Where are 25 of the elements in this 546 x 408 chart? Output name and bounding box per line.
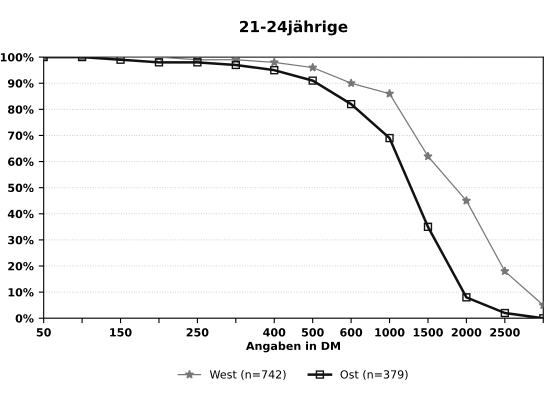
chart-title: 21-24jährige (240, 20, 348, 36)
y-tick-label: 50% (8, 184, 34, 192)
y-tick-label: 10% (8, 288, 34, 297)
legend-label: Ost (n=379) (340, 370, 408, 380)
x-tick-label: 1500 (414, 328, 443, 337)
y-tick-label: 60% (8, 158, 34, 166)
x-tick-label: 500 (302, 328, 324, 337)
x-tick-label: 50 (36, 328, 51, 337)
x-tick-label: 2500 (490, 328, 520, 337)
x-tick-label: 2000 (452, 328, 482, 337)
y-tick-label: 100% (0, 53, 34, 62)
x-tick-label: 400 (263, 328, 286, 337)
x-tick-label: 1000 (375, 328, 404, 337)
x-tick-label: 600 (340, 328, 362, 337)
y-tick-label: 90% (8, 79, 34, 88)
x-tick-label: 150 (110, 328, 132, 337)
y-tick-label: 0% (16, 314, 34, 323)
x-axis-title: Angaben in DM (246, 341, 340, 352)
y-tick-label: 80% (8, 105, 34, 114)
y-tick-label: 20% (8, 262, 34, 270)
y-tick-label: 30% (8, 236, 34, 244)
y-tick-label: 70% (8, 131, 34, 140)
x-tick-label: 250 (186, 328, 208, 337)
legend-label: West (n=742) (210, 370, 286, 380)
y-tick-label: 40% (8, 210, 34, 218)
